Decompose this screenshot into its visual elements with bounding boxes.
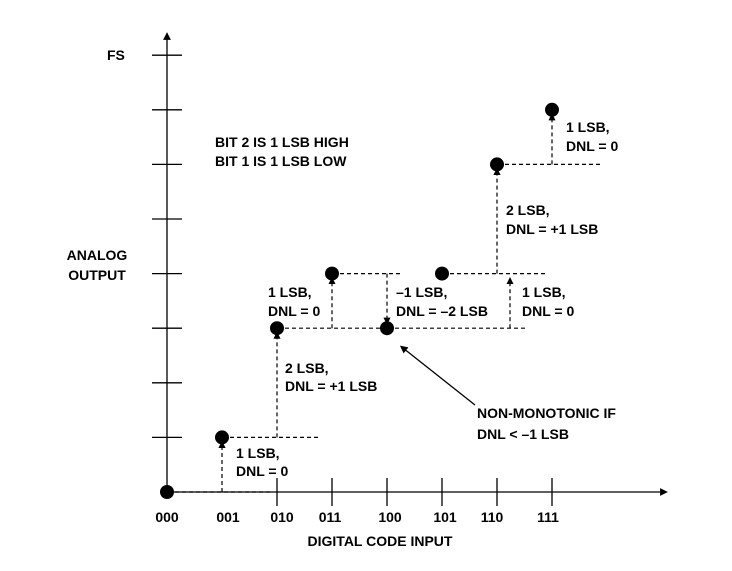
output-point-111 bbox=[545, 102, 559, 117]
step-7-l2: DNL = 0 bbox=[566, 138, 618, 154]
step-6-l1: 2 LSB, bbox=[506, 202, 550, 218]
output-point-101 bbox=[435, 266, 449, 281]
note-line-1: BIT 2 IS 1 LSB HIGH bbox=[215, 134, 349, 150]
output-points bbox=[160, 102, 559, 499]
dashed-guides bbox=[175, 113, 600, 493]
step-2-l2: DNL = +1 LSB bbox=[285, 378, 377, 394]
code-label-101: 101 bbox=[433, 509, 457, 525]
code-label-010: 010 bbox=[270, 509, 294, 525]
axes bbox=[163, 32, 668, 496]
callout-line-1: NON-MONOTONIC IF bbox=[477, 405, 616, 421]
output-point-001 bbox=[215, 430, 229, 445]
callout-arrow bbox=[399, 345, 476, 406]
output-point-011 bbox=[325, 266, 339, 281]
step-1-l1: 1 LSB, bbox=[236, 445, 280, 461]
output-point-110 bbox=[490, 157, 504, 172]
output-point-010 bbox=[270, 321, 284, 336]
step-6-l2: DNL = +1 LSB bbox=[506, 221, 598, 237]
y-axis-label-2: OUTPUT bbox=[68, 267, 126, 283]
code-label-001: 001 bbox=[216, 509, 240, 525]
step-3-l1: 1 LSB, bbox=[268, 284, 312, 300]
code-label-100: 100 bbox=[378, 509, 402, 525]
output-point-000 bbox=[160, 485, 174, 499]
step-7-l1: 1 LSB, bbox=[566, 119, 610, 135]
step-4-l1: –1 LSB, bbox=[396, 284, 447, 300]
note-line-2: BIT 1 IS 1 LSB LOW bbox=[215, 153, 347, 169]
y-ticks bbox=[152, 54, 182, 439]
fs-label: FS bbox=[107, 47, 125, 63]
code-label-110: 110 bbox=[481, 509, 504, 525]
y-axis-label-1: ANALOG bbox=[67, 247, 128, 263]
code-labels: 000 001 010 011 100 101 110 111 bbox=[155, 509, 559, 525]
code-label-000: 000 bbox=[155, 509, 179, 525]
code-label-111: 111 bbox=[537, 509, 559, 525]
code-label-011: 011 bbox=[319, 509, 342, 525]
x-ticks bbox=[276, 478, 553, 506]
step-1-l2: DNL = 0 bbox=[236, 463, 288, 479]
step-2-l1: 2 LSB, bbox=[285, 360, 329, 376]
step-3-l2: DNL = 0 bbox=[268, 303, 320, 319]
x-axis-label: DIGITAL CODE INPUT bbox=[308, 533, 453, 549]
step-4-l2: DNL = –2 LSB bbox=[396, 303, 488, 319]
step-5-l1: 1 LSB, bbox=[522, 284, 566, 300]
step-5-l2: DNL = 0 bbox=[522, 303, 574, 319]
callout-line-2: DNL < –1 LSB bbox=[477, 426, 569, 442]
output-point-100 bbox=[380, 321, 394, 336]
